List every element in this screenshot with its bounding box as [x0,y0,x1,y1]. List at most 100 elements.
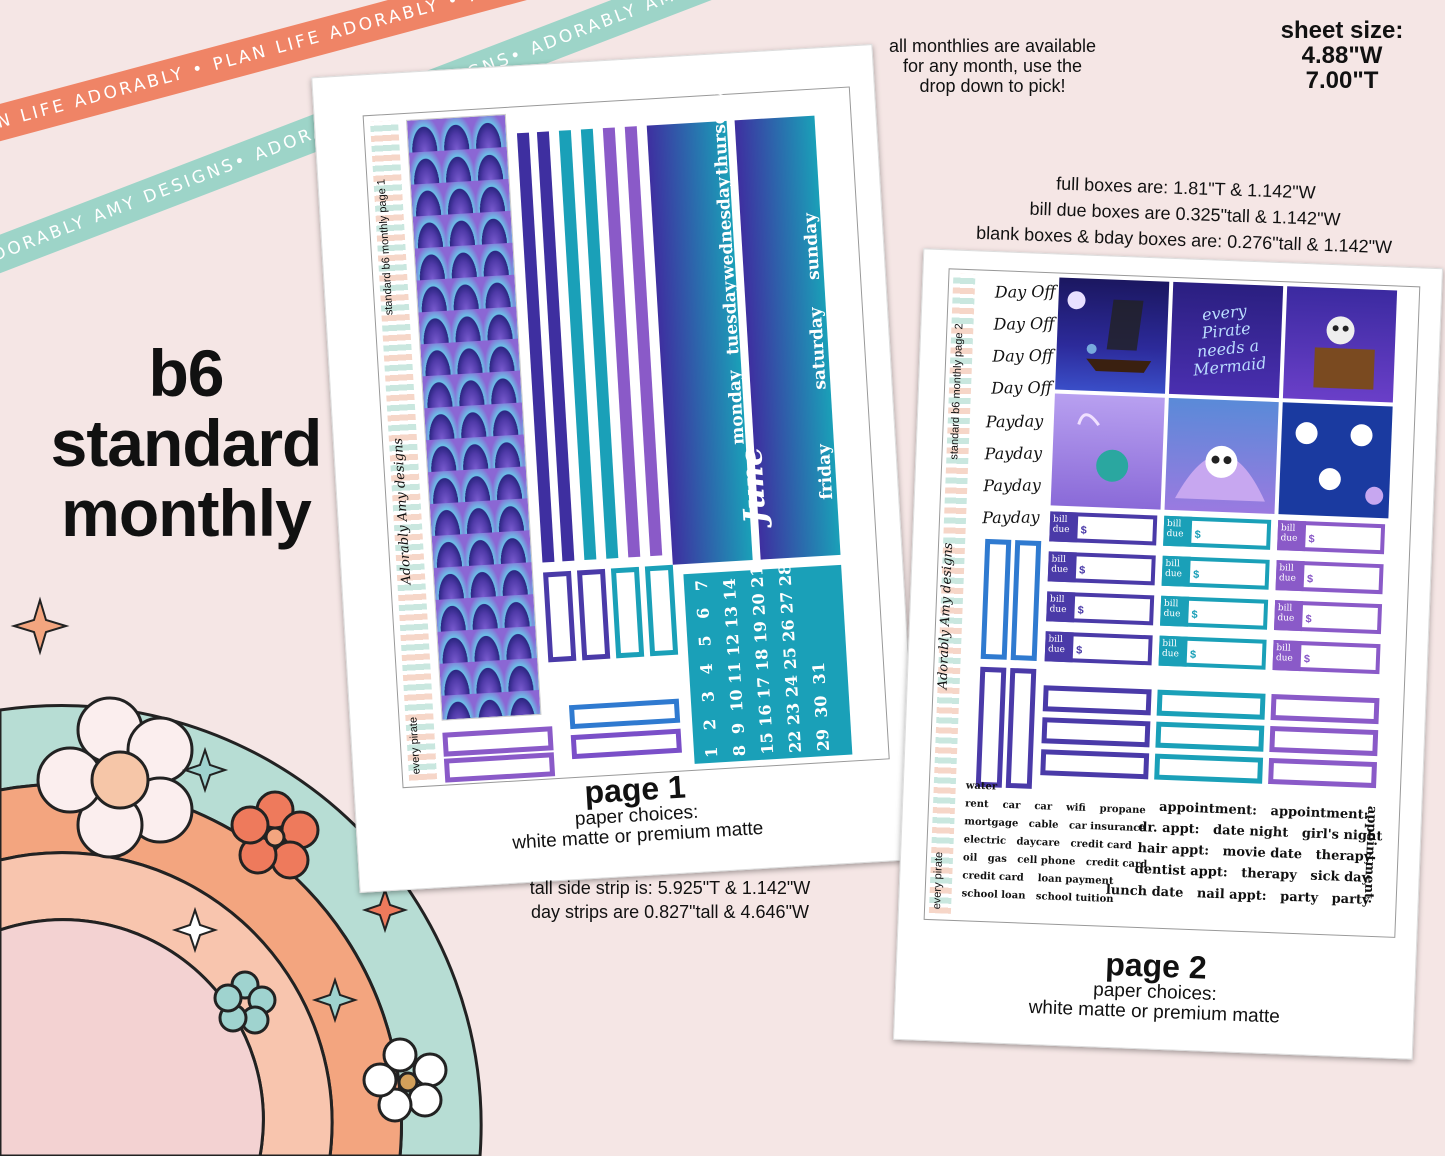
blue-flower-icon [213,970,277,1035]
sparkle-icon [181,746,229,794]
quote-art: every Pirate needs a Mermaid [1168,281,1284,399]
orange-flower-icon [230,790,320,880]
full-box [610,566,645,659]
word-sticker-row: lunch date nail appt: party party [1105,882,1370,908]
dollar-symbol: $ [1303,653,1311,666]
bill-due-label: bill due [1273,600,1304,632]
due-word: due [1161,648,1180,660]
rainbow-illustration [0,596,483,1156]
blank-box [1156,689,1266,720]
bill-due-label: bill due [1272,640,1302,672]
bill-due-label: bill due [1049,511,1079,543]
daisy-flower-icon [362,1037,448,1123]
full-box [576,568,611,661]
bill-due-label: bill due [1161,555,1191,587]
sparkle-icon [361,886,409,934]
calendar-row-2: 8 9 10 11 12 13 14 [719,577,750,757]
sheet-size-height: 7.00"T [1305,67,1379,94]
day-label-sunday: sunday [800,212,825,281]
day-off-label: Day Off [993,313,1055,334]
blank-box [1154,753,1264,784]
page-2-caption: page 2 paper choices: white matte or pre… [895,939,1415,1033]
blank-box [1155,721,1265,752]
bill-due-box: bill due $ [1161,555,1270,590]
due-word: due [1049,604,1067,616]
due-word: due [1275,653,1293,664]
dollar-symbol: $ [1078,564,1086,577]
word-sticker-row: oil gas cell phone credit card [962,852,1148,871]
blank-box [1040,749,1150,780]
word-sticker-row: credit card loan payment [962,870,1114,888]
full-box [975,666,1007,788]
availability-note-line: all monthlies are available [888,36,1097,56]
bill-due-label: bill due [1160,595,1190,627]
calendar-row-1: 1 2 3 4 5 6 7 [691,579,722,759]
bill-due-box: bill due $ [1049,511,1158,546]
day-off-label: Day Off [992,345,1054,366]
full-box [644,564,679,657]
sparkle-icon [311,976,359,1024]
payday-label: Payday [984,443,1043,464]
skull-pattern-art [1278,402,1393,519]
day-label-tuesday: tuesday [719,280,744,356]
pirate-ship-art [1055,277,1170,394]
skull-shell-art [1164,397,1279,514]
page-1-sheet: standard b6 monthly page 1 Adorably Amy … [311,44,921,893]
blank-box [1268,757,1378,789]
bill-due-box: bill due $ [1275,560,1384,595]
sheet-size-width: 4.88"W [1301,42,1383,69]
treasure-chest-art [1282,286,1398,403]
day-label-thursday: thursday [707,90,733,176]
page-2-theme-label: every pirate [931,851,946,910]
calendar-number-block: 1 2 3 4 5 6 7 8 9 10 11 12 13 14 15 16 1… [683,563,853,764]
blank-box [1269,725,1379,757]
calendar-row-4: 22 23 24 25 26 27 28 [774,563,806,754]
dollar-symbol: $ [1306,573,1314,586]
page-2-sticker-area: standard b6 monthly page 2 Adorably Amy … [923,268,1421,938]
payday-label: Payday [985,411,1044,432]
bill-due-label: bill due [1275,560,1305,592]
bill-due-label: bill due [1044,631,1074,663]
due-word: due [1050,564,1069,576]
bill-due-label: bill due [1046,591,1076,623]
dollar-symbol: $ [1308,533,1315,546]
blank-box [568,698,681,730]
calendar-row-3: 15 16 17 18 19 20 21 [747,564,778,756]
bill-due-label: bill due [1158,635,1188,667]
product-title-line-1: b6 [148,336,224,410]
word-sticker: water [965,780,998,793]
blank-box [1042,685,1152,716]
full-box [1010,540,1042,661]
bill-due-label: bill due [1047,551,1077,583]
dollar-symbol: $ [1077,604,1084,617]
payday-label: Payday [981,507,1040,528]
box-dimensions-note: full boxes are: 1.81"T & 1.142"W bill du… [934,169,1436,258]
dollar-symbol: $ [1194,528,1201,542]
due-word: due [1278,573,1297,584]
due-word: due [1166,528,1184,540]
day-label-monday: monday [724,369,749,446]
bill-due-label: bill due [1163,515,1193,547]
calendar-row-5: 29 30 31 [808,661,834,752]
due-word: due [1277,613,1295,624]
day-label-saturday: saturday [805,306,831,391]
day-off-label: Day Off [994,281,1056,302]
due-word: due [1163,608,1181,620]
due-word: due [1047,644,1066,656]
vertical-appointment-sticker: appointment: [1360,805,1380,905]
quote-text: every Pirate needs a Mermaid [1192,300,1268,380]
day-label-friday: friday [813,443,838,501]
product-title: b6 standard monthly [0,338,372,548]
smiley-flower-icon [36,696,194,859]
full-box [543,570,577,663]
product-title-line-2: standard [50,406,323,480]
bill-due-box: bill due $ [1047,551,1156,586]
page-2-sheet: standard b6 monthly page 2 Adorably Amy … [892,248,1444,1060]
word-sticker-row: school loan school tuition [961,888,1114,906]
word-sticker-row: rent car car wifi propane [964,798,1146,817]
dollar-symbol: $ [1080,524,1088,537]
bill-due-box: bill due $ [1158,635,1267,670]
sparkle-icon [171,906,219,954]
dollar-symbol: $ [1189,648,1197,662]
due-word: due [1052,524,1070,536]
